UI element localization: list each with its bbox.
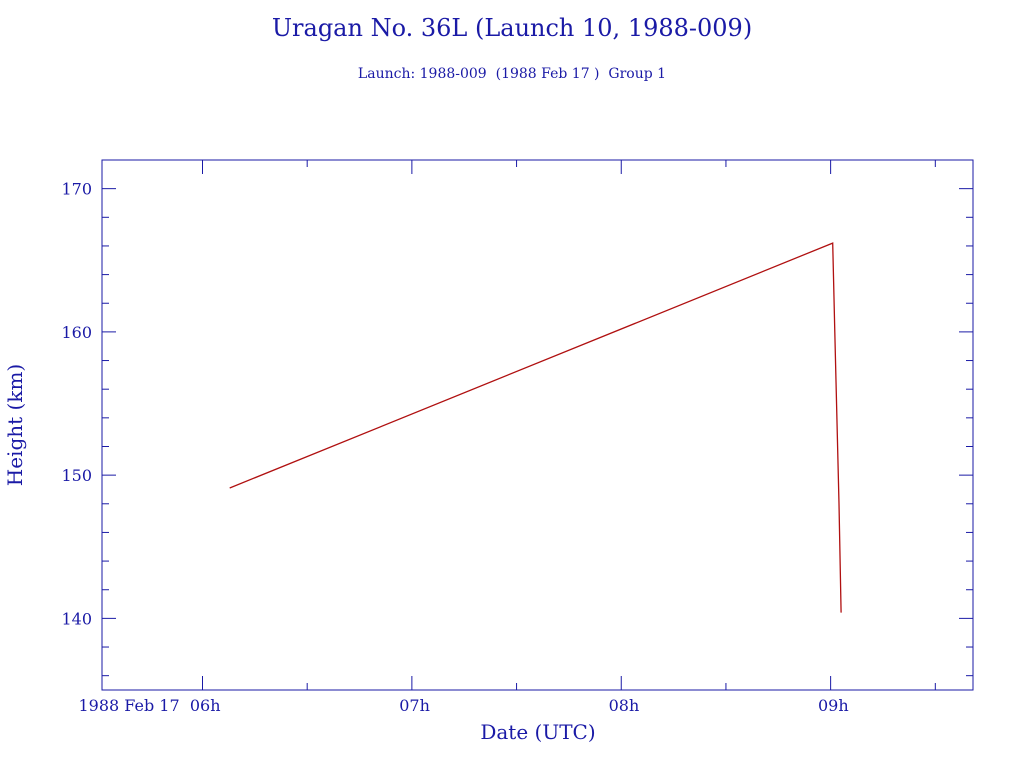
y-tick-label: 140 (61, 609, 92, 628)
x-tick-label: 09h (818, 696, 849, 715)
y-axis-label: Height (km) (3, 364, 27, 486)
series-line (229, 242, 842, 613)
y-tick-label: 170 (61, 180, 92, 199)
y-tick-label: 150 (61, 466, 92, 485)
chart-subtitle: Launch: 1988-009 (1988 Feb 17 ) Group 1 (357, 66, 667, 82)
y-tick-label: 160 (61, 323, 92, 342)
tick-marks (102, 159, 973, 690)
x-axis-label: Date (UTC) (480, 720, 595, 744)
chart-title: Uragan No. 36L (Launch 10, 1988-009) (271, 14, 753, 42)
y-tick-labels: 140 150 160 170 (61, 180, 92, 629)
x-tick-label: 08h (609, 696, 640, 715)
plot-frame (101, 159, 974, 691)
x-tick-label: 07h (399, 696, 430, 715)
x-tick-labels: 1988 Feb 17 06h 07h 08h 09h (78, 696, 848, 715)
x-tick-label: 1988 Feb 17 06h (78, 696, 220, 715)
